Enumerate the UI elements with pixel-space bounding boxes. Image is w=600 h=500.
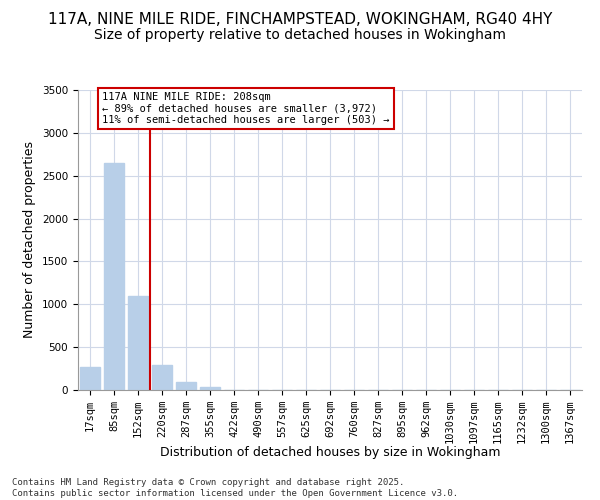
Text: 117A NINE MILE RIDE: 208sqm
← 89% of detached houses are smaller (3,972)
11% of : 117A NINE MILE RIDE: 208sqm ← 89% of det… xyxy=(102,92,389,125)
Y-axis label: Number of detached properties: Number of detached properties xyxy=(23,142,37,338)
Bar xyxy=(128,296,148,390)
Text: Contains HM Land Registry data © Crown copyright and database right 2025.
Contai: Contains HM Land Registry data © Crown c… xyxy=(12,478,458,498)
Bar xyxy=(200,387,220,390)
Bar xyxy=(104,163,124,390)
Text: Size of property relative to detached houses in Wokingham: Size of property relative to detached ho… xyxy=(94,28,506,42)
Bar xyxy=(152,365,172,390)
Text: 117A, NINE MILE RIDE, FINCHAMPSTEAD, WOKINGHAM, RG40 4HY: 117A, NINE MILE RIDE, FINCHAMPSTEAD, WOK… xyxy=(48,12,552,28)
X-axis label: Distribution of detached houses by size in Wokingham: Distribution of detached houses by size … xyxy=(160,446,500,459)
Bar xyxy=(80,367,100,390)
Bar xyxy=(176,382,196,390)
